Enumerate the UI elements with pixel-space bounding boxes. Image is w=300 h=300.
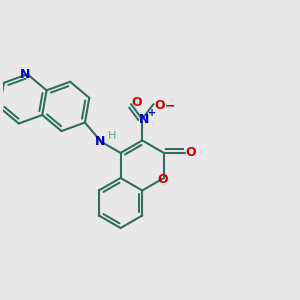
Text: O: O xyxy=(157,173,168,186)
Text: O: O xyxy=(154,99,165,112)
Text: N: N xyxy=(20,68,30,81)
Text: H: H xyxy=(108,131,116,141)
Text: N: N xyxy=(94,135,105,148)
Text: N: N xyxy=(139,113,149,126)
Text: O: O xyxy=(185,146,196,159)
Text: +: + xyxy=(148,108,156,118)
Text: O: O xyxy=(131,96,142,109)
Text: −: − xyxy=(164,99,175,112)
